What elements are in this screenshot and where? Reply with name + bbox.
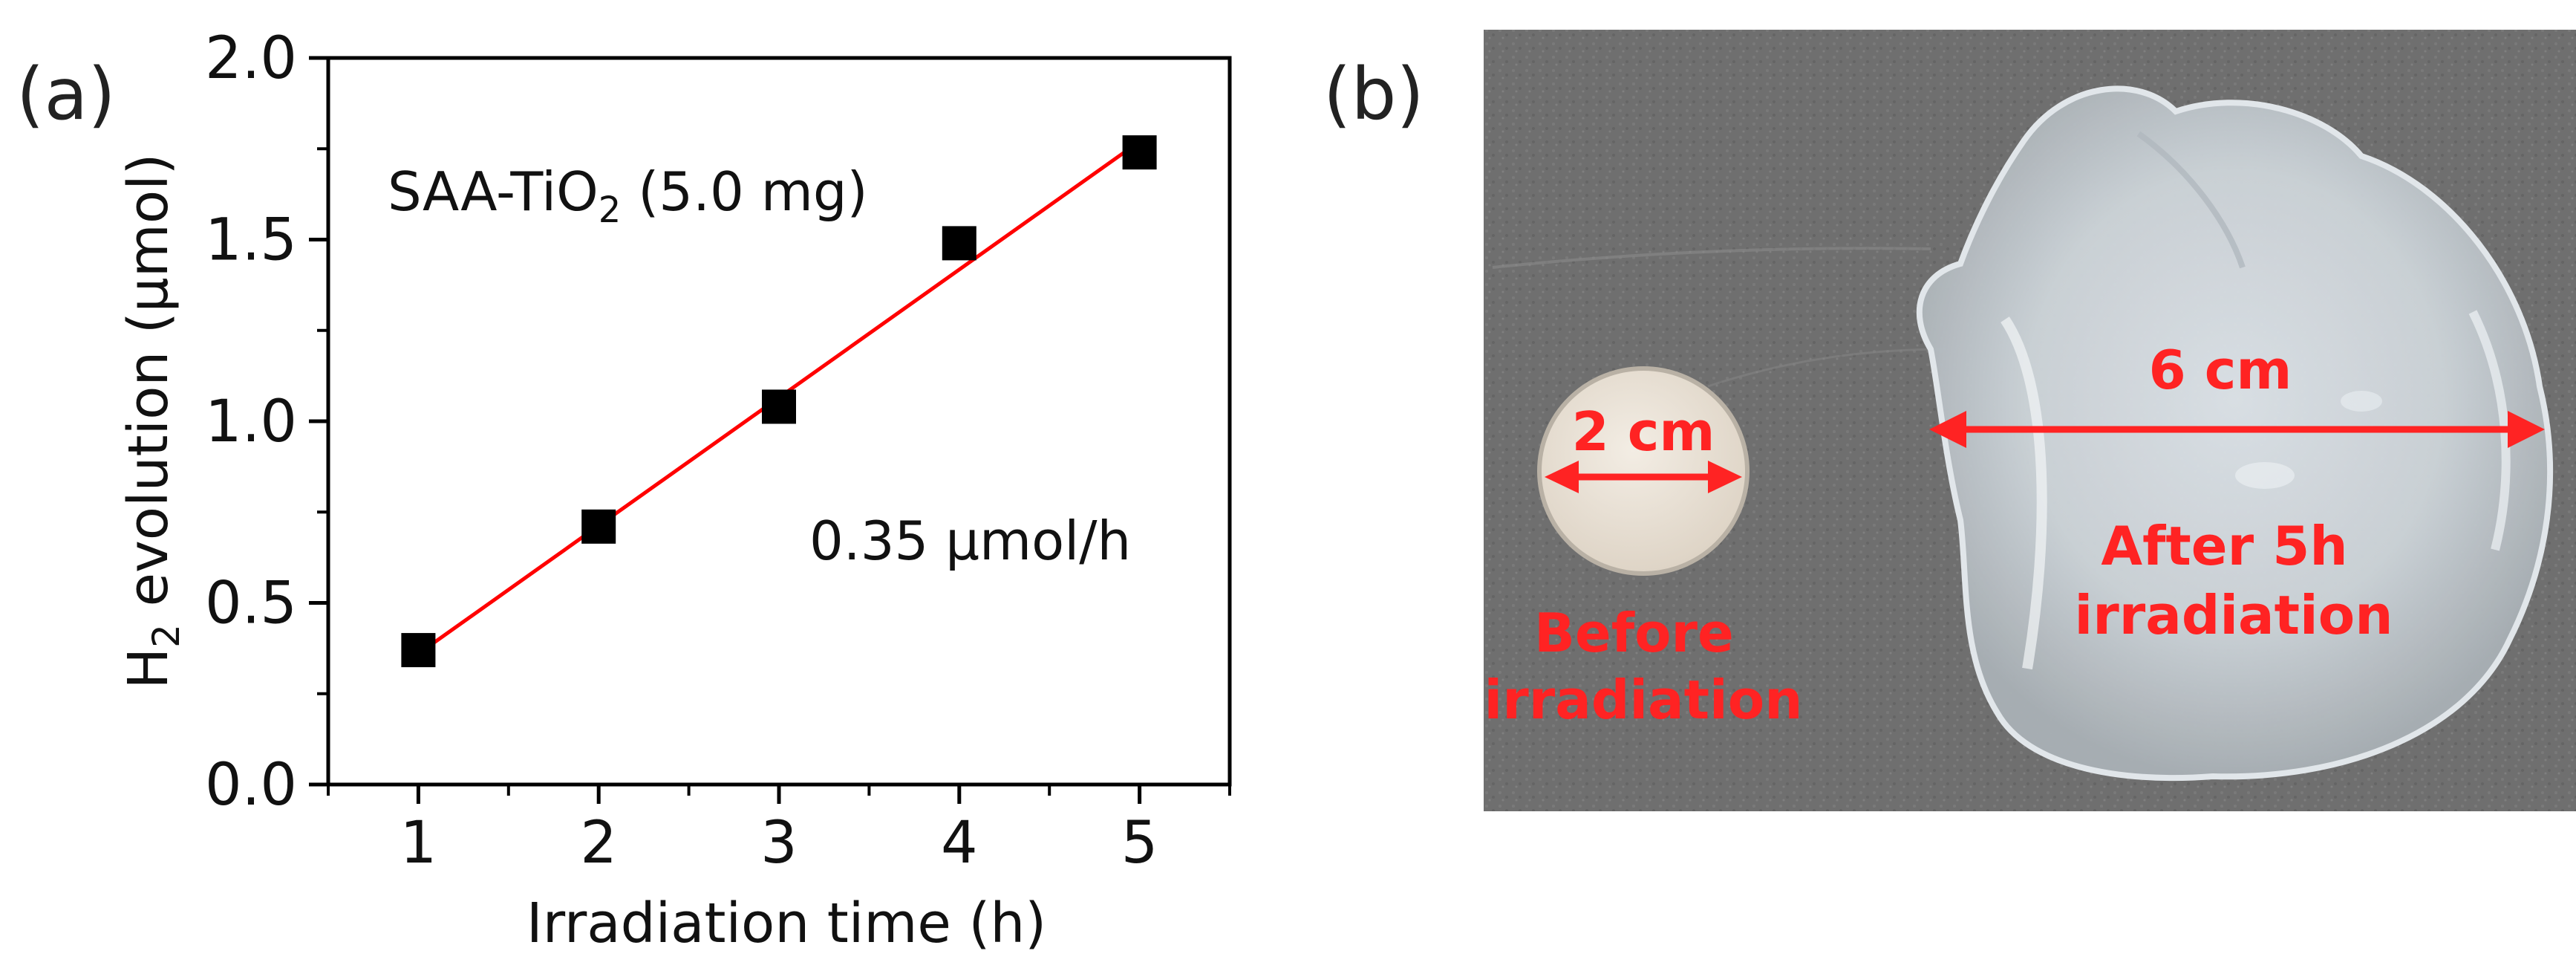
x-ticks: 1 2 3 4 5 (327, 785, 1231, 877)
gel-bubble (2341, 391, 2382, 412)
sample-annotation-prefix: SAA-TiO (388, 160, 599, 223)
data-point (762, 389, 796, 424)
small-disc-caption-line-1: Before (1534, 602, 1734, 664)
small-disc (1537, 366, 1750, 576)
gel-highlight (2001, 316, 2047, 670)
x-tick-label: 3 (760, 810, 798, 877)
y-axis-title: H2 evolution (μmol) (117, 153, 188, 689)
sample-annotation: SAA-TiO2 (5.0 mg) (388, 160, 868, 231)
swollen-gel (1916, 85, 2554, 782)
data-point (1122, 135, 1157, 170)
small-disc-measure-arrow (1545, 461, 1742, 493)
small-disc-caption: Before irradiation (1484, 602, 1803, 731)
y-tick-label: 1.5 (205, 207, 297, 274)
small-disc-caption-line-2: irradiation (1484, 669, 1803, 731)
gel-measure-label: 6 cm (2149, 339, 2292, 401)
gel-fold (2136, 131, 2246, 269)
data-point (401, 633, 436, 668)
gel-measure-arrow (1929, 411, 2545, 448)
y-tick-label: 0.0 (205, 752, 297, 819)
gel-caption: After 5h irradiation (2075, 515, 2393, 646)
y-axis-title-rest: evolution (μmol) (117, 153, 180, 624)
y-tick-label: 0.5 (205, 571, 297, 637)
gel-bubble (2235, 462, 2295, 489)
x-tick-label: 5 (1121, 810, 1158, 877)
panel-b-label: (b) (1323, 53, 1424, 136)
sample-annotation-subscript: 2 (599, 189, 622, 231)
gel-caption-line-2: irradiation (2075, 584, 2393, 646)
gel-caption-line-1: After 5h (2101, 515, 2347, 577)
y-ticks: 0.0 0.5 1.0 1.5 2.0 (205, 25, 328, 819)
y-tick-label: 2.0 (205, 25, 297, 92)
x-tick-label: 4 (941, 810, 978, 877)
surface-scratch (1492, 247, 1931, 269)
x-tick-label: 1 (400, 810, 437, 877)
y-tick-label: 1.0 (205, 389, 297, 455)
x-axis-title: Irradiation time (h) (526, 892, 1046, 955)
y-axis-title-prefix: H (117, 648, 180, 689)
surface-scratch (1707, 348, 1946, 388)
hydrogel-photo: 2 cm Before irradiation 6 cm After 5h ir… (1484, 30, 2576, 811)
sample-annotation-rest: (5.0 mg) (621, 160, 867, 223)
panel-a-label: (a) (16, 53, 116, 136)
data-point (942, 226, 976, 261)
x-tick-label: 2 (580, 810, 617, 877)
points-layer (401, 135, 1157, 668)
small-disc-measure-label: 2 cm (1572, 400, 1715, 463)
y-axis-title-subscript: 2 (145, 624, 188, 648)
rate-annotation: 0.35 μmol/h (809, 510, 1131, 572)
data-point (581, 509, 616, 544)
